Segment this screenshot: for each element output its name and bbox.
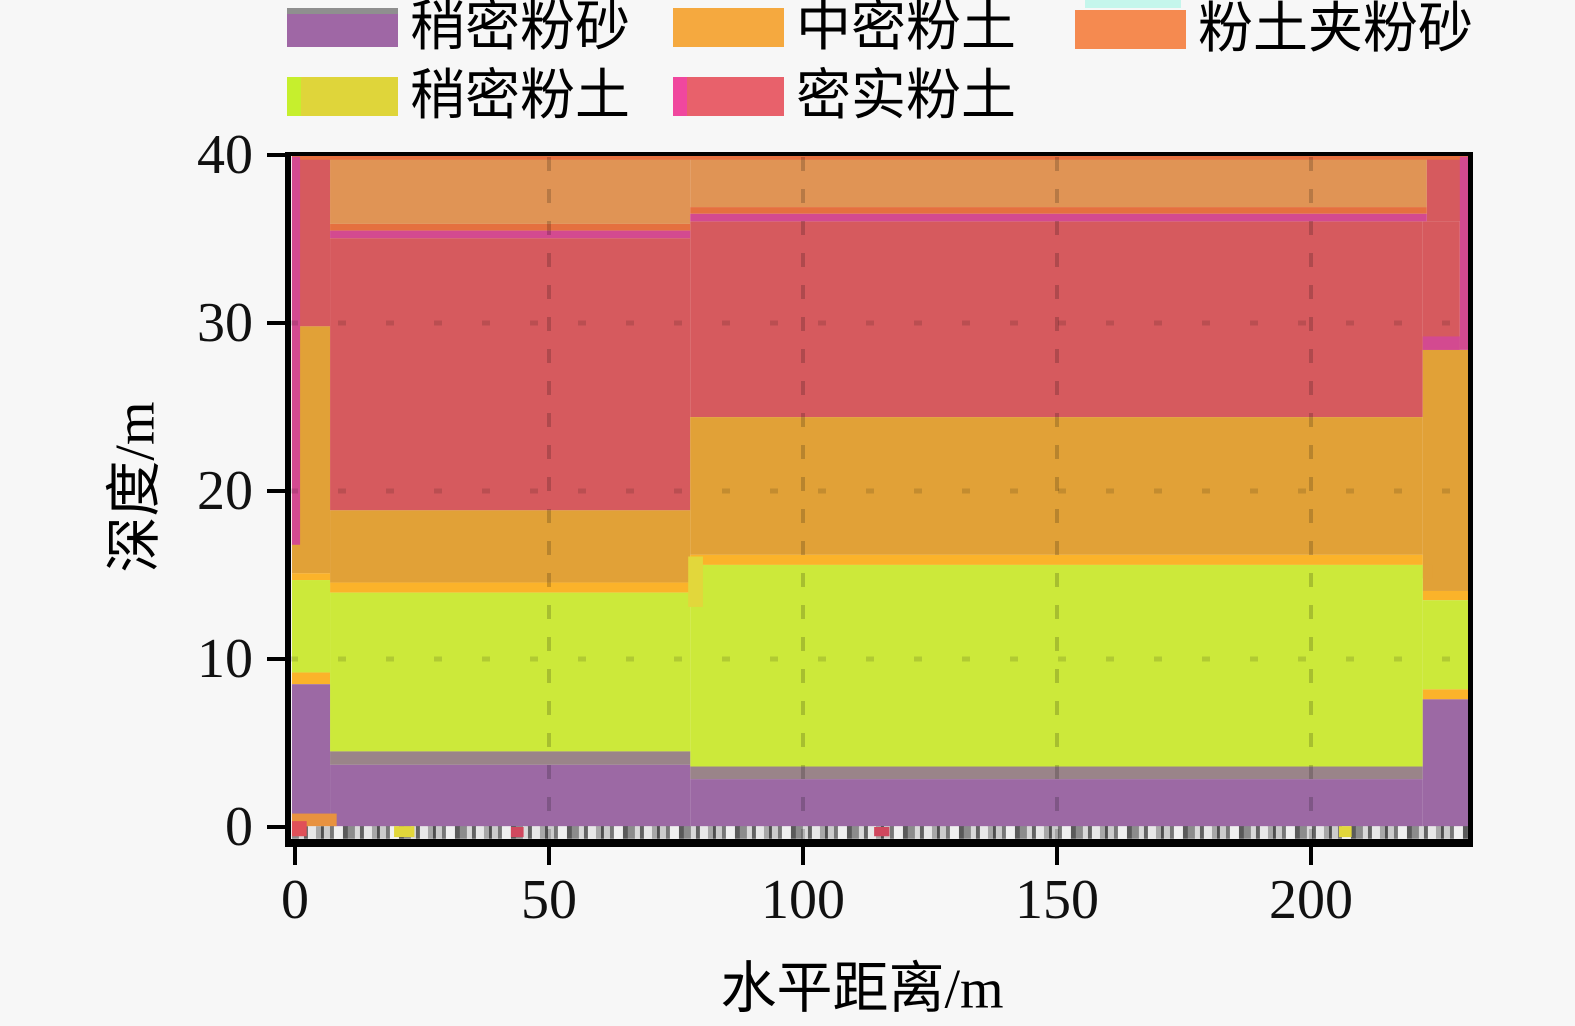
layer-稍密粉土 bbox=[291, 564, 1468, 767]
layer-密实粉土 bbox=[291, 156, 1468, 511]
layer-稍密粉砂 bbox=[291, 684, 1468, 827]
layer-boundary-magenta-line bbox=[291, 156, 1468, 545]
legend-label: 粉土夹粉砂 bbox=[1198, 0, 1474, 59]
tick-labels: 0 10 20 30 40 0 50 100 150 200 bbox=[197, 124, 1353, 931]
y-tick-label: 30 bbox=[197, 292, 253, 354]
layer-strip-speck-red bbox=[510, 827, 890, 838]
y-tick-label: 20 bbox=[197, 460, 253, 522]
x-tick-label: 100 bbox=[761, 869, 845, 931]
soil-layers bbox=[291, 155, 1468, 839]
x-tick-label: 0 bbox=[281, 869, 309, 931]
legend-swatch-accent bbox=[673, 77, 687, 116]
x-tick-label: 200 bbox=[1269, 869, 1353, 931]
layer-粉土夹粉砂 bbox=[330, 156, 1427, 224]
layer-notch-yellow-column bbox=[688, 556, 703, 607]
legend-swatch-orange bbox=[673, 8, 784, 47]
legend-swatch-salmon bbox=[1075, 10, 1186, 49]
axis-ticks bbox=[267, 153, 1313, 865]
legend-swatch-accent bbox=[287, 8, 398, 14]
x-axis-title: 水平距离/m bbox=[720, 958, 1004, 1021]
y-axis-title: 深度/m bbox=[104, 401, 167, 573]
legend-label: 中密粉土 bbox=[796, 0, 1017, 57]
y-tick-label: 0 bbox=[225, 796, 253, 858]
legend-partial-swatch-cyan bbox=[1085, 0, 1181, 8]
x-tick-label: 50 bbox=[521, 869, 577, 931]
legend-label: 密实粉土 bbox=[796, 65, 1017, 126]
layer-中密粉土 bbox=[291, 326, 1468, 591]
x-tick-label: 150 bbox=[1015, 869, 1099, 931]
gridlines bbox=[290, 157, 1468, 839]
legend-label: 稍密粉土 bbox=[410, 65, 631, 126]
legend-swatch-green bbox=[287, 77, 398, 116]
legend-label: 稍密粉砂 bbox=[410, 0, 631, 57]
layer-boundary-grey-band bbox=[330, 751, 1423, 780]
legend-swatch-accent bbox=[287, 77, 301, 116]
y-tick-label: 10 bbox=[197, 628, 253, 690]
layer-corner-block-red bbox=[291, 821, 307, 837]
legend-swatch-purple bbox=[287, 8, 398, 47]
layer-boundary-orangered-line bbox=[291, 155, 1468, 231]
y-tick-label: 40 bbox=[197, 124, 253, 186]
plot-border bbox=[285, 152, 1473, 847]
layer-strip-speck-yellow bbox=[394, 826, 1352, 838]
legend-swatch-red bbox=[673, 77, 784, 116]
layer-boundary-amber-line bbox=[291, 554, 1468, 700]
